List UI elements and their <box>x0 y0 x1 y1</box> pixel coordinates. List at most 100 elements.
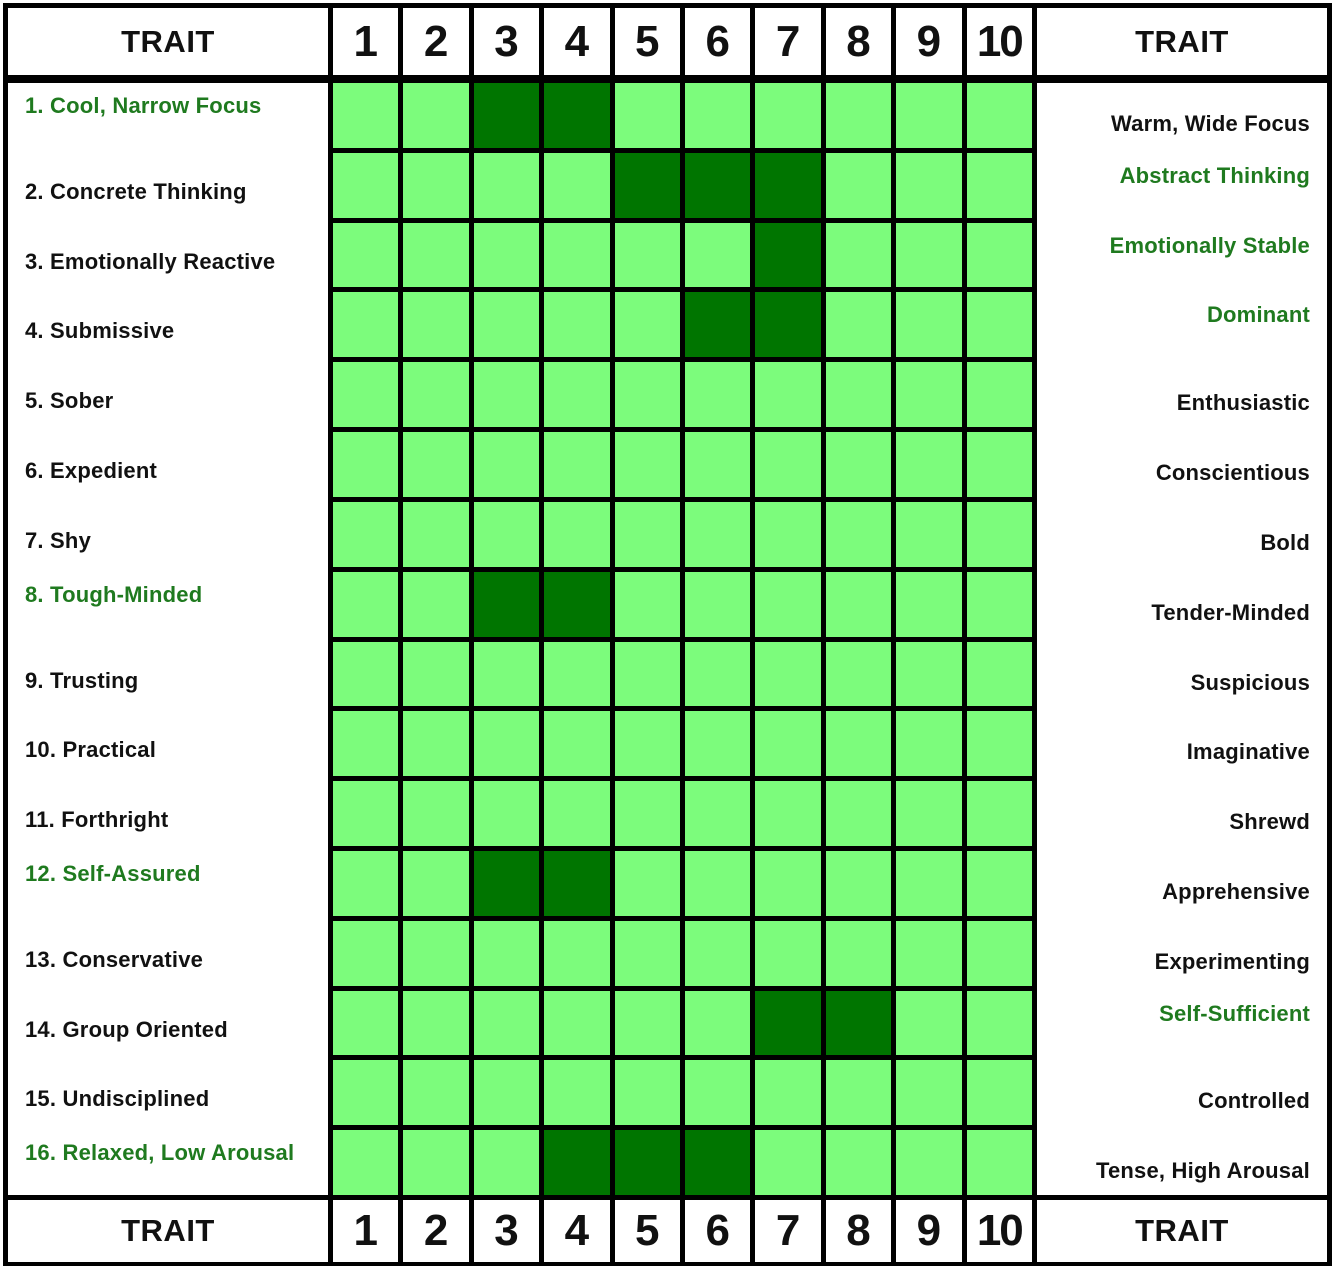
score-cell <box>473 362 540 428</box>
trait-left-label: 14. Group Oriented <box>25 1016 228 1042</box>
score-cell-filled <box>685 1130 751 1195</box>
score-cell-filled <box>544 571 610 637</box>
score-cell <box>755 1130 821 1195</box>
header-trait-right-label: TRAIT <box>1135 23 1229 59</box>
footer-column-1: 1 <box>333 1200 399 1262</box>
footer-column-10: 10 <box>966 1200 1032 1262</box>
footer-column-4: 4 <box>544 1200 610 1262</box>
header-column-label: 4 <box>564 16 590 66</box>
trait-left-label: 2. Concrete Thinking <box>25 178 247 204</box>
score-cell <box>966 781 1032 846</box>
score-cell <box>403 711 469 777</box>
score-cell <box>825 781 892 846</box>
score-cell <box>403 83 469 148</box>
score-cell <box>825 1060 892 1126</box>
score-cell <box>825 83 892 148</box>
footer-column-6: 6 <box>685 1200 751 1262</box>
score-cell <box>755 362 821 428</box>
score-cell <box>685 1060 751 1126</box>
score-cell <box>825 1130 892 1195</box>
trait-left-label: 12. Self-Assured <box>25 860 201 886</box>
score-cell <box>825 152 892 218</box>
score-cell <box>755 920 821 986</box>
score-cell <box>544 1060 610 1126</box>
score-cell <box>403 571 469 637</box>
trait-right-label: Enthusiastic <box>1176 390 1310 416</box>
footer-column-label: 8 <box>846 1206 871 1255</box>
score-cell <box>544 222 610 288</box>
score-cell <box>473 920 540 986</box>
score-cell <box>473 222 540 288</box>
footer-trait-left: TRAIT <box>8 1200 328 1262</box>
trait-right-label: Shrewd <box>1229 809 1310 835</box>
footer-column-label: 3 <box>494 1206 519 1255</box>
score-cell <box>403 850 469 916</box>
score-cell <box>685 362 751 428</box>
score-cell <box>333 920 399 986</box>
score-cell <box>614 292 680 358</box>
score-cell <box>685 222 751 288</box>
score-cell <box>825 850 892 916</box>
trait-right-label: Bold <box>1260 529 1310 555</box>
score-cell <box>825 571 892 637</box>
score-cell <box>333 432 399 497</box>
score-cell <box>333 362 399 428</box>
score-cell <box>473 990 540 1056</box>
score-cell <box>544 501 610 567</box>
score-cell <box>755 1060 821 1126</box>
score-cell <box>333 571 399 637</box>
score-cell <box>333 83 399 148</box>
header-trait-right: TRAIT <box>1037 8 1327 75</box>
score-cell-filled <box>544 850 610 916</box>
score-cell <box>544 292 610 358</box>
footer-column-7: 7 <box>755 1200 821 1262</box>
footer-column-label: 9 <box>916 1206 942 1255</box>
score-cell <box>966 362 1032 428</box>
score-cell <box>333 711 399 777</box>
score-cell <box>333 990 399 1056</box>
footer-column-label: 1 <box>353 1206 378 1255</box>
score-cell-filled <box>473 571 540 637</box>
score-cell <box>544 781 610 846</box>
trait-left-label: 13. Conservative <box>25 946 204 972</box>
score-cell <box>403 641 469 707</box>
trait-right-label: Experimenting <box>1154 948 1310 974</box>
score-cell <box>896 1060 962 1126</box>
score-cell <box>614 990 680 1056</box>
score-cell <box>473 1130 540 1195</box>
score-cell-filled <box>755 222 821 288</box>
score-cell <box>403 990 469 1056</box>
score-cell <box>825 432 892 497</box>
trait-right-label: Emotionally Stable <box>1109 232 1310 258</box>
trait-left-label: 9. Trusting <box>25 667 139 693</box>
trait-left-label: 3. Emotionally Reactive <box>25 248 276 274</box>
trait-right-label: Dominant <box>1206 302 1310 328</box>
score-cell <box>966 83 1032 148</box>
score-cell <box>403 781 469 846</box>
score-cell-filled <box>755 292 821 358</box>
score-cell <box>614 362 680 428</box>
score-cell <box>685 571 751 637</box>
score-cell <box>825 920 892 986</box>
score-cell <box>544 362 610 428</box>
header-column-label: 1 <box>353 16 378 66</box>
score-cell <box>896 152 962 218</box>
score-cell <box>685 641 751 707</box>
score-cell <box>825 641 892 707</box>
score-cell-filled <box>544 83 610 148</box>
score-cell <box>825 362 892 428</box>
score-cell <box>614 711 680 777</box>
score-cell <box>755 781 821 846</box>
score-cell <box>896 292 962 358</box>
footer-column-label: 6 <box>705 1206 730 1255</box>
score-cell <box>333 292 399 358</box>
score-cell <box>896 850 962 916</box>
score-cell <box>755 571 821 637</box>
header-column-8: 8 <box>825 8 892 75</box>
score-cell <box>403 501 469 567</box>
score-cell <box>333 641 399 707</box>
score-cell <box>473 501 540 567</box>
score-cell <box>755 641 821 707</box>
score-cell-filled <box>755 152 821 218</box>
